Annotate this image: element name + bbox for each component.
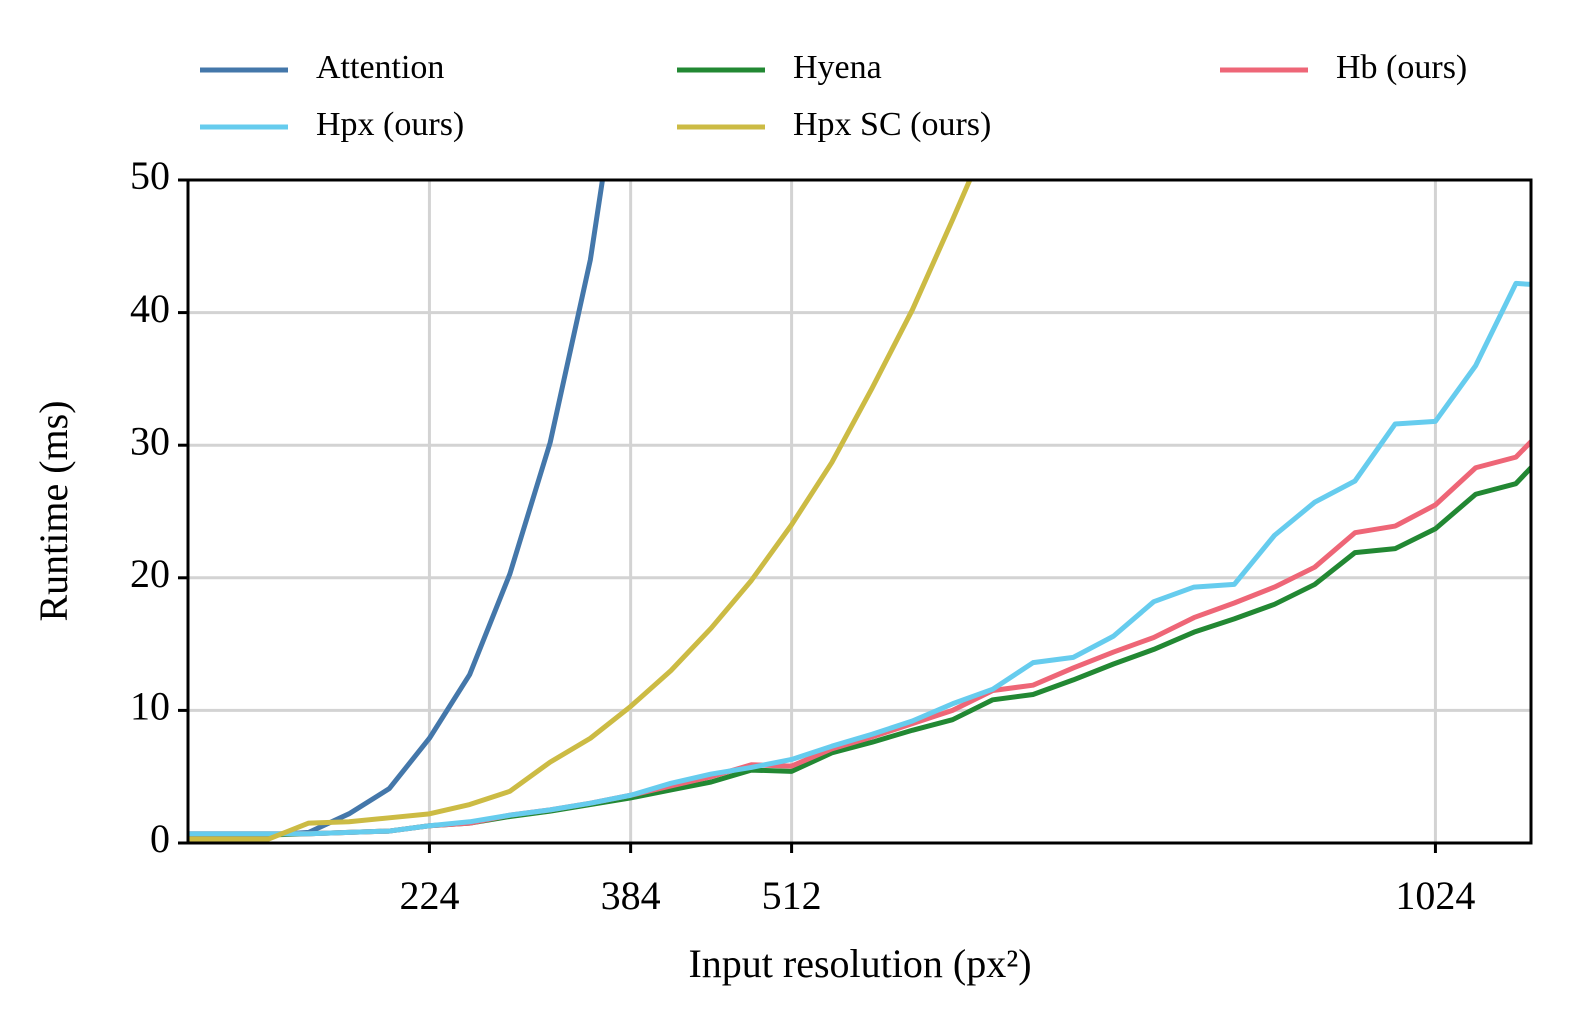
series-line [188,464,1531,838]
x-tick-label: 1024 [1395,873,1475,918]
legend-label: Hpx (ours) [316,106,464,143]
x-tick-label: 384 [601,873,661,918]
y-tick-label: 0 [150,816,170,861]
series-line [188,280,1531,837]
y-tick-label: 30 [130,418,170,463]
y-tick-label: 40 [130,286,170,331]
series-line [188,180,973,842]
legend-label: Attention [316,49,444,86]
x-tick-label: 224 [399,873,459,918]
series-line [188,438,1531,837]
y-tick-label: 50 [130,153,170,198]
legend-label: Hb (ours) [1336,49,1467,86]
plot-frame [186,178,1533,845]
legend-label: Hyena [793,49,882,86]
y-tick-label: 10 [130,684,170,729]
x-axis-label: Input resolution (px²) [688,941,1031,986]
y-axis-label: Runtime (ms) [31,400,76,621]
y-tick-label: 20 [130,551,170,596]
x-tick-label: 512 [762,873,822,918]
legend-label: Hpx SC (ours) [793,106,991,143]
